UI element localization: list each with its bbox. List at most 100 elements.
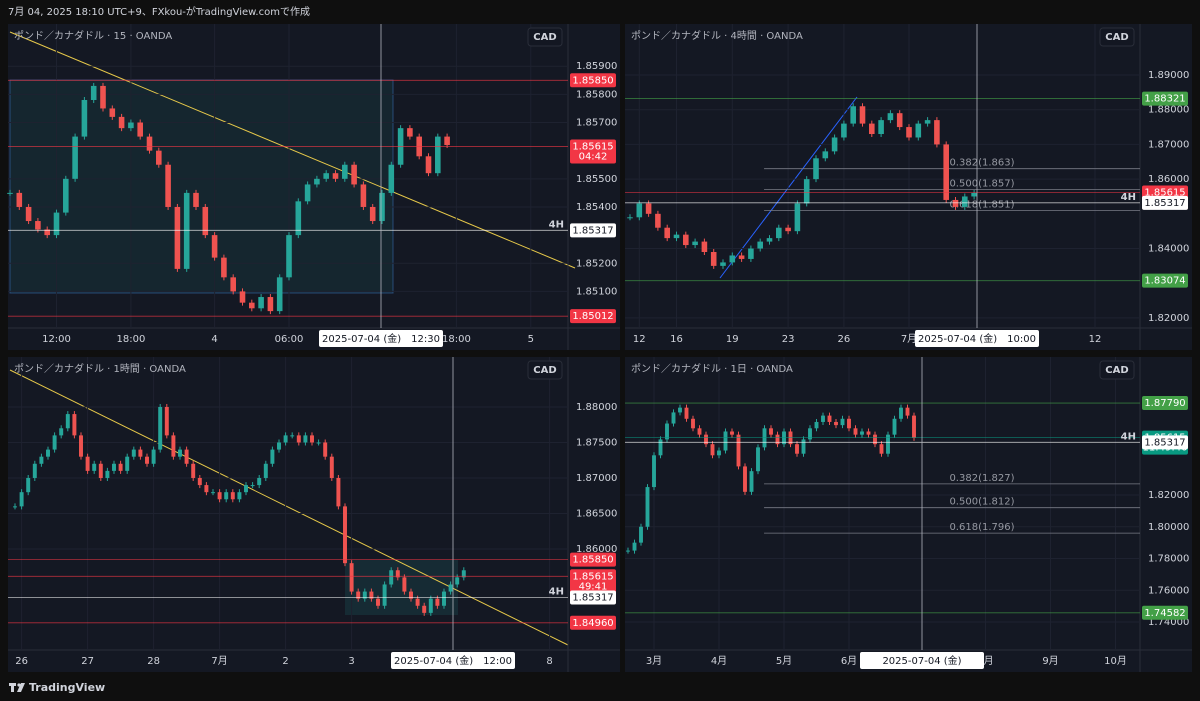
candle-body: [803, 179, 810, 204]
candle-body: [821, 415, 825, 422]
timeframe-tag: 4H: [1121, 431, 1136, 442]
fib-label: 0.618(1.851): [949, 199, 1014, 210]
chart-title: ポンド／カナダドル · 1時間 · OANDA: [14, 362, 186, 375]
y-tick-label: 1.87000: [1148, 139, 1189, 150]
y-tick-label: 1.89000: [1148, 70, 1189, 81]
x-tick-label: 3月: [646, 655, 662, 667]
crosshair-box: [860, 652, 984, 669]
y-tick-label: 1.85900: [576, 61, 617, 72]
candle-body: [109, 108, 116, 117]
price-tag-label: 1.85012: [572, 311, 613, 322]
x-tick-label: 3: [348, 656, 354, 667]
candle-body: [697, 428, 702, 435]
candle-body: [678, 407, 682, 413]
y-tick-label: 1.87000: [576, 473, 617, 484]
candle-body: [362, 591, 367, 599]
currency-label: CAD: [533, 365, 556, 376]
candle-body: [962, 196, 968, 207]
trend-line: [9, 31, 576, 269]
candle-body: [211, 235, 218, 258]
y-tick-label: 1.82000: [1148, 490, 1189, 501]
candle-body: [896, 113, 903, 128]
candle-body: [239, 291, 246, 303]
fib-label: 0.500(1.857): [949, 179, 1014, 190]
crosshair-label: 2025-07-04 (金): [882, 654, 961, 667]
candle-body: [785, 227, 791, 232]
price-tag-countdown: 04:42: [579, 151, 608, 162]
price-tag-label: 1.74582: [1144, 608, 1185, 619]
candle-body: [303, 435, 308, 443]
candle-body: [795, 444, 799, 454]
candle-body: [766, 238, 773, 242]
fib-label: 0.500(1.812): [949, 497, 1014, 508]
candle-body: [165, 164, 171, 207]
x-tick-label: 06:00: [275, 334, 304, 345]
candle-body: [277, 442, 281, 450]
candle-body: [46, 449, 50, 457]
candle-body: [906, 127, 912, 138]
y-tick-label: 1.85200: [576, 258, 617, 269]
candle-body: [402, 577, 407, 592]
candle-body: [665, 423, 669, 440]
candle-body: [407, 128, 413, 137]
y-tick-label: 1.74000: [1148, 617, 1189, 628]
candle-body: [934, 120, 940, 145]
candle-body: [448, 584, 453, 592]
candle-body: [743, 466, 747, 492]
candle-body: [627, 217, 633, 219]
candle-body: [822, 151, 829, 159]
candle-body: [847, 418, 851, 429]
candle-body: [296, 435, 301, 443]
candle-body: [26, 477, 31, 493]
candle-body: [16, 192, 23, 207]
currency-label: CAD: [1105, 365, 1128, 376]
price-tag: [1142, 605, 1188, 620]
price-tag: [1142, 91, 1188, 106]
candle-body: [971, 193, 977, 197]
y-tick-label: 1.85500: [576, 174, 617, 185]
candle-body: [171, 435, 176, 457]
candle-body: [652, 455, 656, 488]
chart-title: ポンド／カナダドル · 4時間 · OANDA: [631, 29, 803, 42]
candle-body: [915, 123, 922, 138]
candle-body: [860, 431, 864, 435]
x-tick-label: 23: [782, 334, 795, 345]
crosshair-box: [391, 652, 515, 669]
candle-body: [729, 255, 736, 263]
candle-body: [756, 447, 760, 472]
range-box: [345, 560, 458, 615]
candle-body: [7, 192, 13, 194]
candle-body: [44, 229, 50, 236]
candle-body: [13, 506, 17, 508]
candle-body: [146, 136, 153, 151]
candle-body: [814, 421, 819, 429]
price-tag-label: 1.85317: [572, 592, 613, 603]
candle-body: [379, 192, 385, 222]
currency-box: [527, 27, 563, 47]
candle-body: [879, 444, 884, 454]
fib-label: 0.382(1.827): [949, 473, 1014, 484]
y-tick-label: 1.82000: [1148, 313, 1189, 324]
candle-body: [409, 591, 413, 599]
header: 7月 04, 2025 18:10 UTC+9、FXkou-がTradingVi…: [8, 5, 310, 18]
candle-body: [369, 591, 374, 599]
candle-body: [342, 164, 348, 179]
candle-body: [850, 106, 856, 124]
candle-body: [178, 449, 182, 457]
price-tag-label: 1.88321: [1144, 94, 1185, 105]
x-tick-label: 4月: [711, 655, 727, 667]
candle-body: [673, 234, 680, 239]
price-tag-label: 1.85615: [572, 141, 613, 152]
timeframe-tag: 4H: [549, 219, 564, 230]
price-tag: [570, 309, 616, 324]
candle-body: [164, 406, 169, 436]
price-tag: [570, 223, 616, 238]
candle-body: [349, 563, 354, 592]
candle-body: [912, 415, 916, 438]
y-tick-label: 1.86000: [576, 544, 617, 555]
candle-body: [749, 471, 754, 492]
x-tick-label: 8: [546, 656, 552, 667]
price-tag-label: 1.85317: [1144, 437, 1185, 448]
candle-body: [343, 506, 347, 564]
x-tick-label: 27: [81, 656, 94, 667]
